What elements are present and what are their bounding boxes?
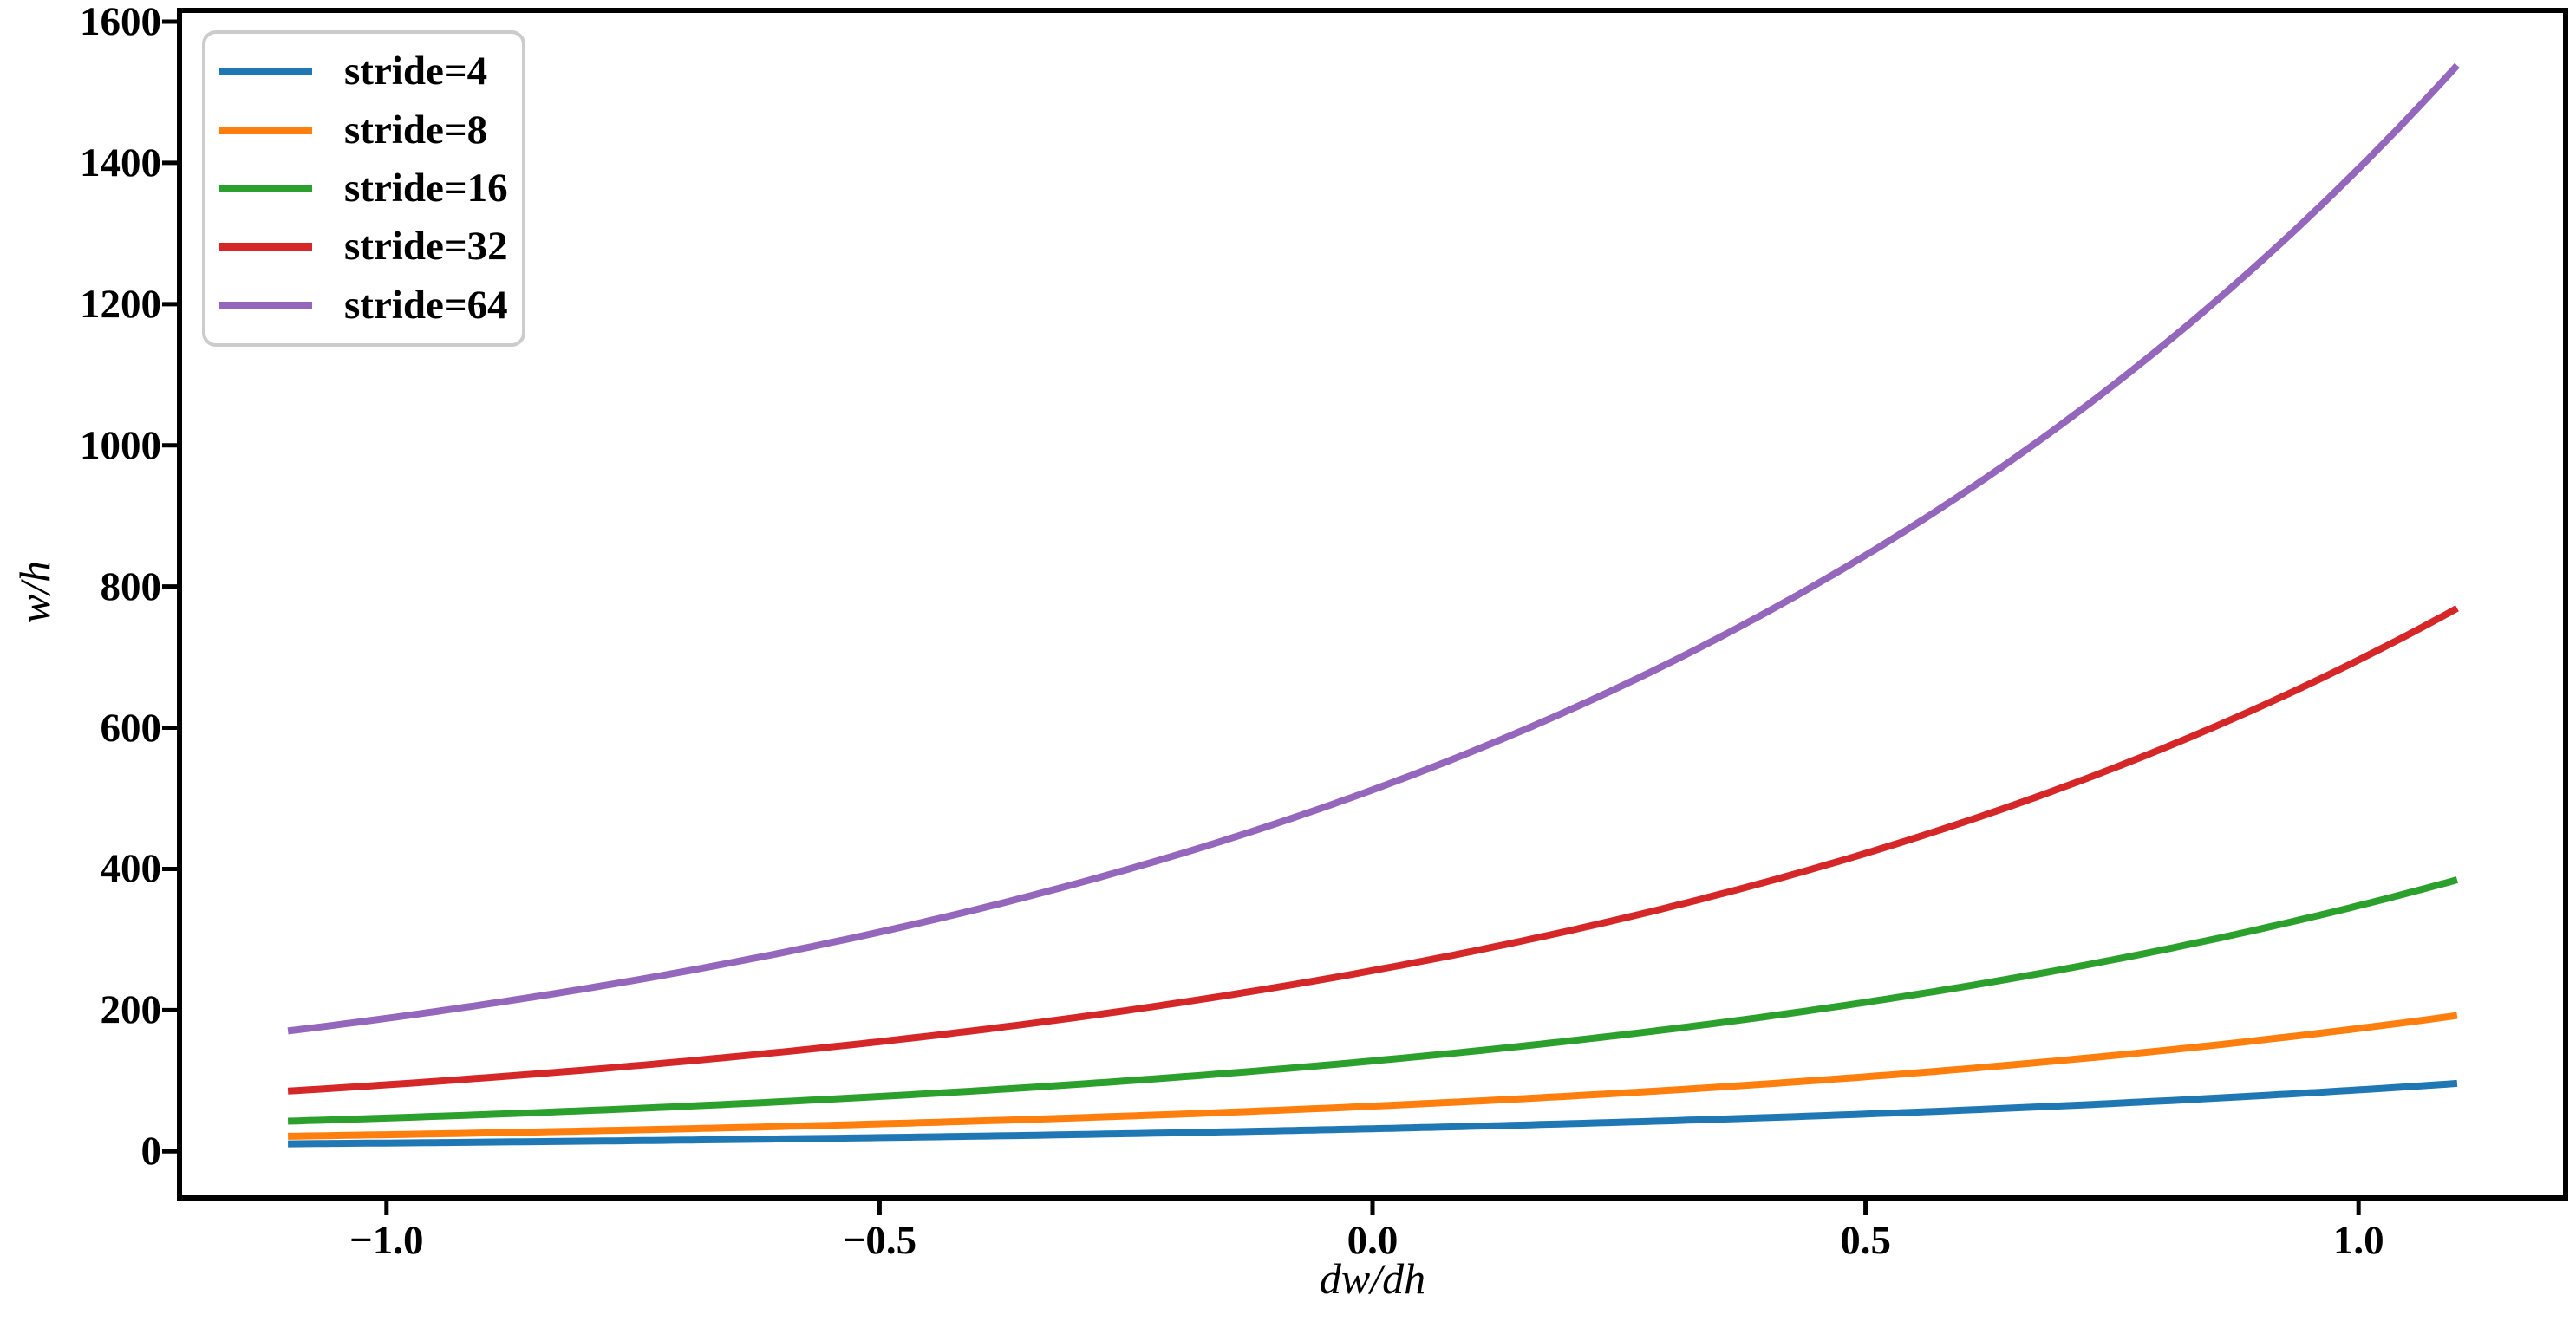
y-tick-label: 600 [100, 705, 162, 751]
legend-label: stride=16 [344, 165, 508, 211]
legend-item: stride=4 [219, 51, 522, 92]
y-tick-label: 1000 [80, 422, 161, 468]
curve-stride-4 [288, 1079, 2458, 1148]
y-tick-label: 1600 [80, 0, 161, 45]
legend-label: stride=32 [344, 224, 508, 270]
y-tick-label: 400 [100, 846, 162, 892]
curve-stride-8 [288, 1012, 2458, 1140]
x-tick-label: 0.5 [1840, 1218, 1891, 1263]
y-tick-label: 0 [140, 1129, 162, 1175]
x-tick-label: −0.5 [842, 1218, 917, 1263]
y-tick-label: 1400 [80, 140, 161, 185]
y-tick-label: 200 [100, 987, 162, 1033]
curves [287, 62, 2460, 1148]
y-axis-label: w/h [10, 560, 59, 624]
curve-stride-16 [287, 876, 2458, 1125]
y-tick-label: 800 [100, 563, 162, 609]
axes-frame [177, 8, 2568, 1201]
legend-line-sample [219, 68, 312, 76]
legend-label: stride=8 [344, 107, 488, 153]
legend: stride=4 stride=8 stride=16 stride=32 stride… [202, 30, 525, 347]
legend-line-sample [219, 301, 312, 309]
legend-item: stride=8 [219, 107, 522, 153]
legend-label: stride=4 [344, 49, 488, 94]
legend-item: stride=16 [219, 165, 522, 211]
x-tick-label: 1.0 [2332, 1218, 2384, 1263]
x-axis-label: dw/dh [1319, 1254, 1426, 1303]
x-tick-label: 0.0 [1347, 1218, 1399, 1263]
tick-marks [162, 19, 2361, 1215]
x-tick-label: −1.0 [349, 1218, 424, 1263]
legend-line-sample [219, 184, 312, 192]
legend-line-sample [219, 126, 312, 134]
legend-item: stride=64 [219, 282, 522, 328]
curve-stride-64 [287, 62, 2460, 1035]
y-tick-label: 1200 [80, 281, 161, 327]
curve-stride-32 [287, 605, 2459, 1095]
legend-item: stride=32 [219, 226, 522, 267]
legend-line-sample [219, 243, 312, 251]
legend-label: stride=64 [344, 282, 508, 328]
